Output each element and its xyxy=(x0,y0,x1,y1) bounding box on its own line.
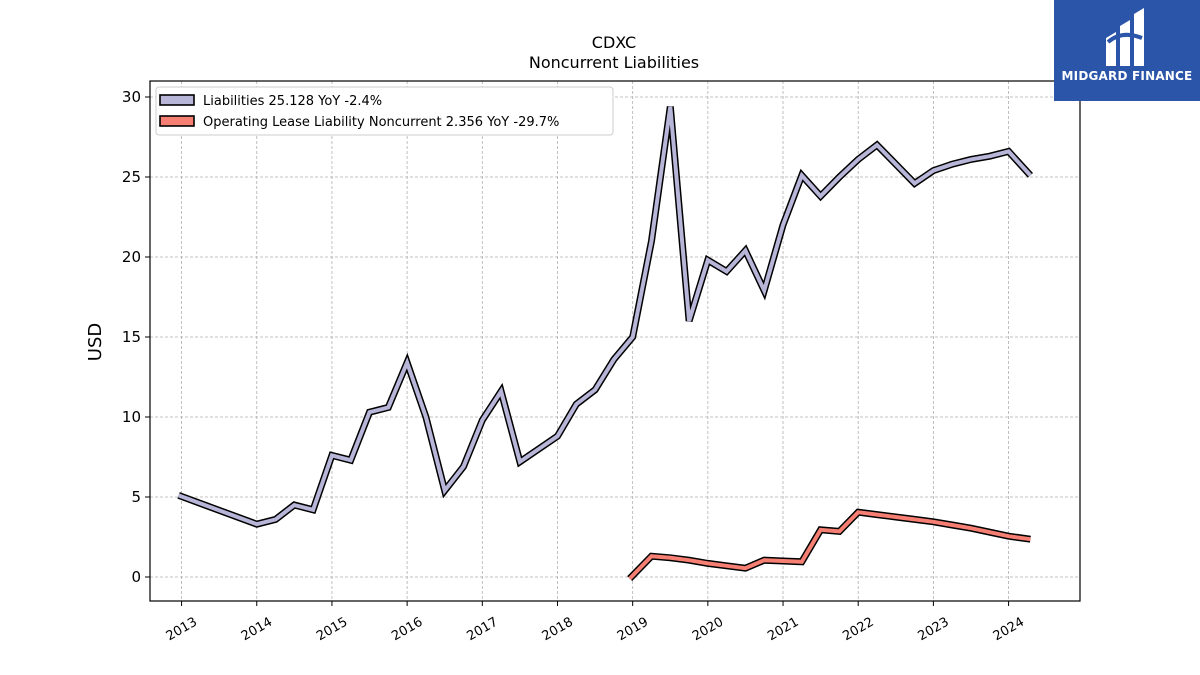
x-tick-label: 2013 xyxy=(164,615,200,645)
legend-swatch-operating-lease xyxy=(159,115,195,127)
series-layer xyxy=(177,106,1033,582)
x-tick-label: 2016 xyxy=(389,615,425,645)
series-line-operating-lease xyxy=(628,510,1031,580)
chart-title: CDXC xyxy=(592,33,636,52)
x-tick-label: 2015 xyxy=(314,615,350,645)
x-tick-label: 2019 xyxy=(615,615,651,645)
logo-text: MIDGARD FINANCE xyxy=(1061,69,1193,83)
x-tick-label: 2022 xyxy=(840,615,876,645)
legend-box xyxy=(155,86,614,136)
y-tick-label: 25 xyxy=(122,168,141,186)
x-tick-label: 2014 xyxy=(239,615,275,645)
x-tick-label: 2020 xyxy=(690,615,726,645)
y-tick-label: 30 xyxy=(122,88,141,106)
y-tick-label: 0 xyxy=(131,568,141,586)
midgard-finance-logo: MIDGARD FINANCE xyxy=(1054,0,1200,101)
legend-swatch-liabilities xyxy=(159,94,195,106)
y-axis-label: USD xyxy=(85,323,106,361)
series-outline-operating-lease xyxy=(627,508,1031,582)
legend-entry-liabilities: Liabilities 25.128 YoY -2.4% xyxy=(203,94,382,109)
plot-frame xyxy=(149,80,1081,602)
x-tick-label: 2017 xyxy=(464,615,500,645)
y-tick-label: 10 xyxy=(122,408,141,426)
midgard-logo-icon xyxy=(1106,8,1144,66)
x-tick-label: 2023 xyxy=(916,615,952,645)
legend-entry-operating-lease: Operating Lease Liability Noncurrent 2.3… xyxy=(203,115,559,130)
series-line-liabilities xyxy=(177,106,1032,527)
x-tick-label: 2018 xyxy=(540,615,576,645)
y-tick-label: 20 xyxy=(122,248,141,266)
x-axis: 2013 2014 2015 2016 2017 2018 2019 2020 2021 2022… xyxy=(164,601,1027,644)
y-tick-label: 15 xyxy=(122,328,141,346)
y-axis: 0 5 10 15 20 25 30 xyxy=(122,88,150,586)
legend: Liabilities 25.128 YoY -2.4% Operating L… xyxy=(155,86,614,136)
x-tick-label: 2024 xyxy=(991,615,1027,645)
y-tick-label: 5 xyxy=(131,488,141,506)
chart-subtitle: Noncurrent Liabilities xyxy=(529,53,699,72)
x-tick-label: 2021 xyxy=(765,615,801,645)
